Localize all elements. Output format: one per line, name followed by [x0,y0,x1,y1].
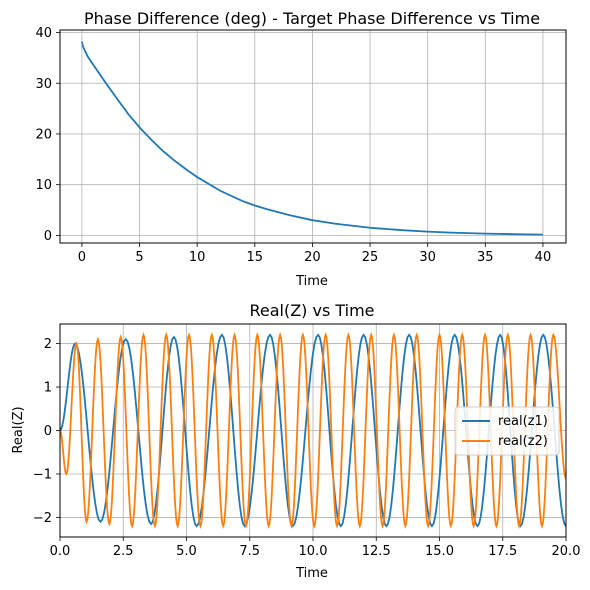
real-z1-line [60,333,566,528]
x-tick-label: 12.5 [362,544,391,559]
plot1-frame [59,29,567,244]
plot2-xlabel: Time [295,566,328,581]
x-tick-label: 20.0 [552,544,581,559]
realz-plot: Real(Z) vs Time 0.0 2.5 5.0 7.5 10.0 12.5 15.0… [11,301,580,581]
x-tick-label: 25 [362,250,379,265]
x-tick-label: 17.5 [488,544,517,559]
x-tick-label: 15.0 [425,544,454,559]
x-tick-label: 7.5 [239,544,260,559]
y-tick-label: 0 [44,424,52,439]
y-tick-label: −2 [33,511,52,526]
x-tick-label: 40 [535,250,552,265]
y-tick-label: 40 [35,26,52,41]
phase-difference-plot: Phase Difference (deg) - Target Phase Di… [35,9,567,289]
x-tick-label: 2.5 [113,544,134,559]
legend-label-z2: real(z2) [498,434,548,449]
x-tick-label: 0 [78,250,86,265]
plot1-lines [81,41,543,236]
x-tick-label: 10 [189,250,206,265]
x-tick-label: 35 [477,250,494,265]
y-tick-label: 1 [44,381,52,396]
y-tick-label: 10 [35,178,52,193]
x-tick-label: 5 [135,250,143,265]
legend-box [454,406,560,456]
plot2-title: Real(Z) vs Time [249,301,374,320]
plot1-grid [60,30,566,243]
legend-label-z1: real(z1) [498,414,548,429]
plot2-ticks: 0.0 2.5 5.0 7.5 10.0 12.5 15.0 17.5 20.0 −2 −1 0 1 2 [33,337,581,559]
x-tick-label: 10.0 [299,544,328,559]
plot1-ticks: 0 5 10 15 20 25 30 35 40 0 10 20 30 40 [35,26,551,265]
x-tick-label: 20 [304,250,321,265]
y-tick-label: −1 [33,467,52,482]
plot2-ylabel: Real(Z) [11,406,26,453]
y-tick-label: 30 [35,77,52,92]
plot1-title: Phase Difference (deg) - Target Phase Di… [84,9,540,28]
x-tick-label: 15 [247,250,264,265]
phase-difference-line [81,41,543,236]
x-tick-label: 30 [419,250,436,265]
y-tick-label: 2 [44,337,52,352]
y-tick-label: 0 [44,229,52,244]
x-tick-label: 5.0 [176,544,197,559]
x-tick-label: 0.0 [50,544,71,559]
y-tick-label: 20 [35,127,52,142]
plot1-xlabel: Time [295,274,328,289]
plot2-legend: real(z1) real(z2) [454,406,560,456]
